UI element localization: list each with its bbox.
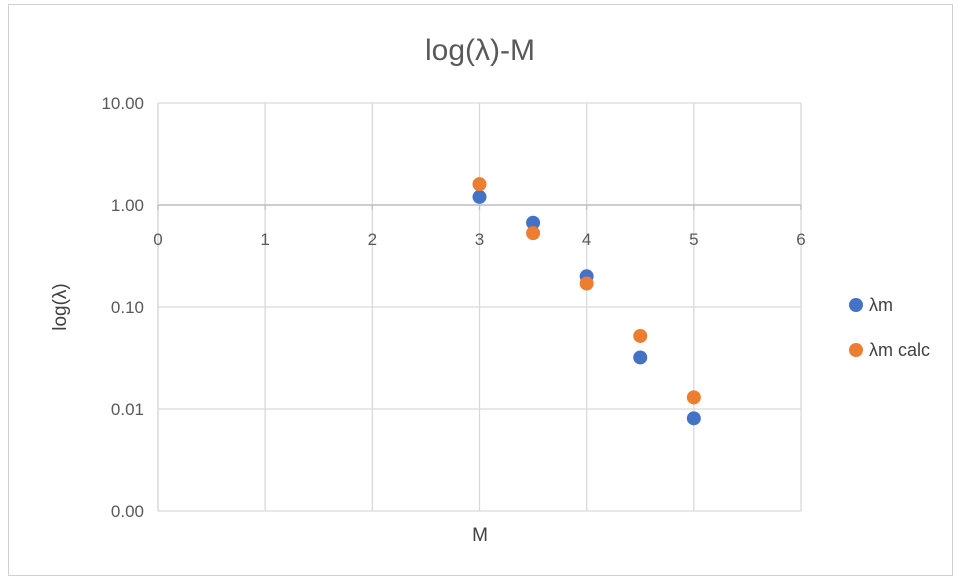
data-point-lambda-m-calc [579,276,594,291]
legend-marker [849,343,863,357]
y-tick-label: 0.10 [111,298,144,317]
data-point-lambda-m-calc [526,226,541,241]
x-tick-label: 2 [368,230,377,249]
x-tick-label: 3 [475,230,484,249]
chart-title: log(λ)-M [425,34,535,67]
grid [157,102,802,512]
x-tick-label: 1 [260,230,269,249]
x-tick-label: 4 [582,230,591,249]
data-point-lambda-m-calc [472,177,487,192]
x-tick-label: 5 [689,230,698,249]
y-tick-label: 0.01 [111,400,144,419]
axes: 10.00 1.00 0.10 0.01 0.00 0 1 2 3 4 5 6 [101,94,805,521]
data-point-lambda-m [472,189,487,204]
data-point-lambda-m [526,215,541,230]
y-tick-label: 10.00 [101,94,144,113]
y-tick-label: 0.00 [111,502,144,521]
x-tick-label: 0 [153,230,162,249]
x-tick-label: 6 [796,230,805,249]
legend-marker [849,298,863,312]
x-axis-title: M [472,525,488,546]
data-point-lambda-m-calc [686,390,701,405]
y-tick-label: 1.00 [111,196,144,215]
chart-area [8,4,953,576]
data-point-lambda-m [633,350,648,365]
legend-label: λm calc [869,340,930,360]
y-axis-title: log(λ) [50,283,71,331]
data-point-lambda-m [686,411,701,426]
data-points [472,177,701,426]
data-point-lambda-m-calc [633,328,648,343]
legend: λm λm calc [849,295,930,360]
legend-label: λm [869,295,893,315]
